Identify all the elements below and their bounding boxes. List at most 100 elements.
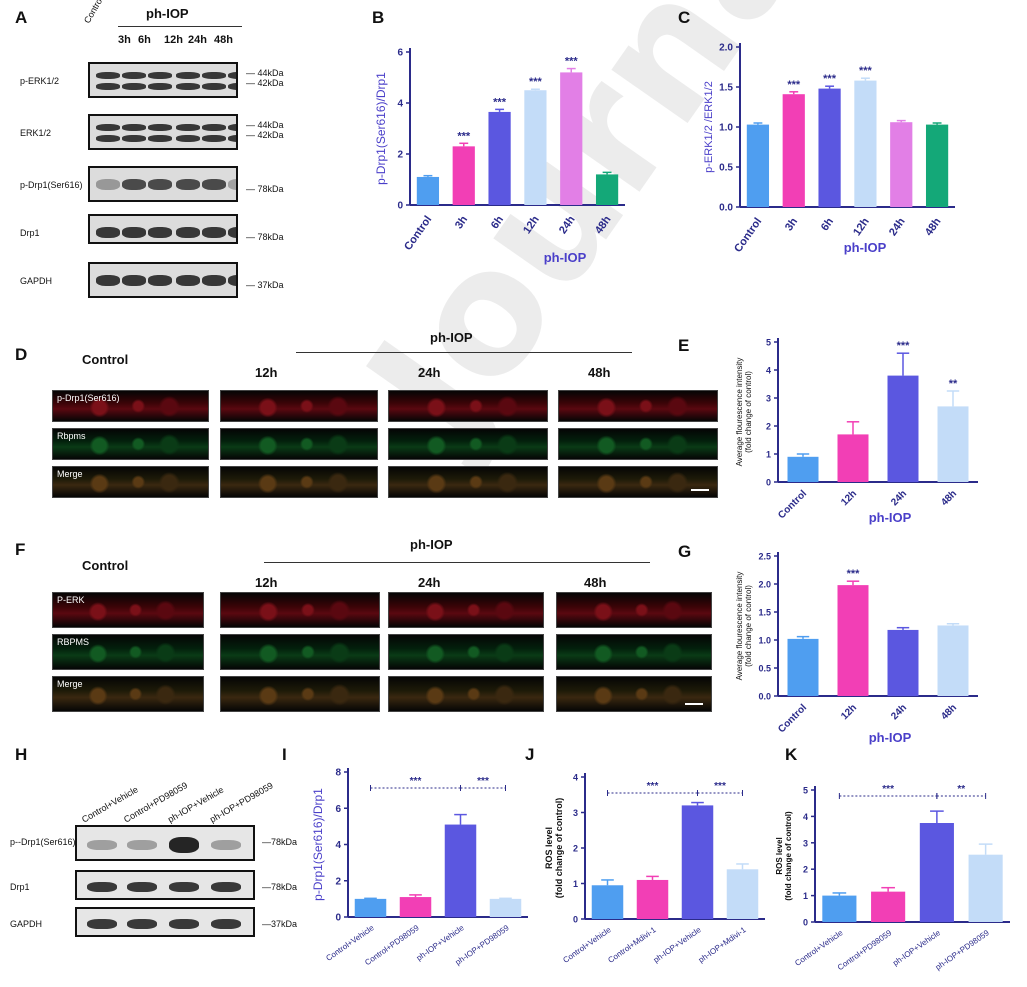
y-tick-label: 0: [573, 915, 578, 925]
blot-band: [96, 275, 120, 286]
bar-Control+Mdivi-1: [636, 879, 669, 919]
y-tick-label: 6: [397, 48, 403, 59]
bar-6h: [818, 88, 841, 207]
blot-band: [228, 227, 236, 238]
blot-row-label: p-Drp1(Ser616): [20, 180, 83, 190]
x-tick-label: ph-IOP+Vehicle: [891, 928, 942, 968]
y-tick-label: 1.5: [758, 608, 771, 618]
significance-label: ***: [529, 76, 543, 88]
micrograph-label: P-ERK: [57, 595, 85, 605]
y-tick-label: 0.5: [719, 163, 733, 174]
blot-band: [228, 83, 236, 90]
blot-row-label: p-ERK1/2: [20, 76, 60, 86]
bar-48h: [595, 174, 619, 205]
panel-label-a: A: [15, 8, 28, 27]
significance-label: ***: [565, 56, 579, 68]
chart-b: 0 2 4 6 p-Drp1(Ser616)/Drp1 Control *** 3h *** 6h…: [374, 48, 625, 265]
blot-band: [87, 882, 117, 892]
y-tick-label: 1: [766, 450, 771, 460]
kda-label: —37kDa: [262, 919, 298, 929]
x-tick-label: 48h: [593, 214, 614, 237]
time-header-48h: 48h: [588, 365, 611, 380]
micrograph-panel: [220, 428, 378, 460]
y-tick-label: 4: [803, 812, 808, 822]
blot-band: [96, 72, 120, 79]
y-axis-label: p-ERK1/2 /ERK1/2: [703, 81, 715, 173]
micrograph-panel: P-ERK: [52, 592, 204, 628]
chart-k: 0 1 2 3 4 5 ROS level (fold change of control) C…: [775, 784, 1010, 972]
kda-label: — 37kDa: [246, 280, 284, 290]
blot-box: [75, 870, 255, 900]
y-tick-label: 2: [803, 865, 808, 875]
x-tick-label: 24h: [887, 216, 908, 239]
blot-band: [122, 72, 146, 79]
bar-ph-IOP+Vehicle: [681, 805, 714, 919]
x-tick-label: Control: [776, 488, 809, 521]
blot-band: [122, 124, 146, 131]
y-tick-label: 0: [397, 201, 403, 212]
y-tick-label: 1.5: [719, 83, 733, 94]
blot-band: [202, 275, 226, 286]
y-tick-label: 0: [335, 913, 341, 924]
blot-band: [211, 840, 241, 850]
x-tick-label: 6h: [819, 216, 836, 234]
y-tick-label: 0: [766, 478, 771, 488]
blot-band: [228, 124, 236, 131]
blot-box: [88, 166, 238, 202]
blot-row-label: ERK1/2: [20, 128, 52, 138]
kda-label: — 42kDa: [246, 130, 284, 140]
y-axis-label-2: (fold change of control): [554, 798, 564, 899]
blot-band: [228, 179, 236, 190]
micrograph-panel: [388, 592, 544, 628]
micrograph-panel: [220, 634, 380, 670]
micrograph-panel: [556, 592, 712, 628]
panel-label-g: G: [678, 542, 692, 561]
blot-band: [96, 135, 120, 142]
y-tick-label: 2: [397, 150, 403, 161]
bracket-significance: ***: [714, 781, 726, 792]
control-header-d: Control: [82, 352, 129, 367]
significance-label: ***: [847, 568, 861, 580]
x-tick-label: 6h: [489, 214, 506, 232]
blot-box: [88, 114, 238, 150]
time-header-24h: 24h: [418, 575, 441, 590]
panel-label-f: F: [15, 540, 26, 559]
y-tick-label: 5: [803, 786, 808, 796]
micrograph-panel: [388, 390, 548, 422]
significance-label: **: [949, 378, 958, 390]
panel-label-h: H: [15, 745, 28, 764]
blot-band: [202, 83, 226, 90]
group-line-f: [264, 562, 650, 563]
significance-label: ***: [493, 96, 507, 108]
x-axis-label: ph-IOP: [869, 730, 912, 745]
blot-box: [88, 214, 238, 244]
y-tick-label: 4: [397, 99, 403, 110]
group-label-ph-iop: ph-IOP: [146, 6, 189, 21]
y-tick-label: 6: [335, 804, 341, 815]
blot-band: [211, 882, 241, 892]
kda-label: — 78kDa: [246, 184, 284, 194]
blot-row-label: Drp1: [20, 228, 40, 238]
micrograph-panel: [556, 634, 712, 670]
y-tick-label: 1.0: [758, 636, 771, 646]
x-tick-label: ph-IOP+Mdivi-1: [697, 925, 748, 965]
time-label-3h: 3h: [118, 34, 131, 46]
bar-3h: [782, 94, 805, 207]
x-tick-label: Control: [732, 216, 764, 255]
blot-band: [127, 919, 157, 929]
x-tick-label: 3h: [453, 214, 470, 232]
bracket-significance: ***: [410, 776, 422, 787]
group-line: [118, 26, 242, 27]
bracket-significance: ***: [882, 784, 894, 795]
chart-c: 0.0 0.5 1.0 1.5 2.0 p-ERK1/2 /ERK1/2 Control **…: [703, 43, 955, 255]
bar-ph-IOP+PD98059: [489, 898, 522, 917]
blot-band: [96, 227, 120, 238]
kda-label: — 44kDa: [246, 120, 284, 130]
micrograph-panel: [220, 466, 378, 498]
x-tick-label: 12h: [839, 488, 859, 508]
micrograph-label: Merge: [57, 469, 83, 479]
bar-12h: [837, 585, 869, 696]
time-header-24h: 24h: [418, 365, 441, 380]
bar-48h: [937, 406, 969, 482]
kda-label: —78kDa: [262, 882, 298, 892]
